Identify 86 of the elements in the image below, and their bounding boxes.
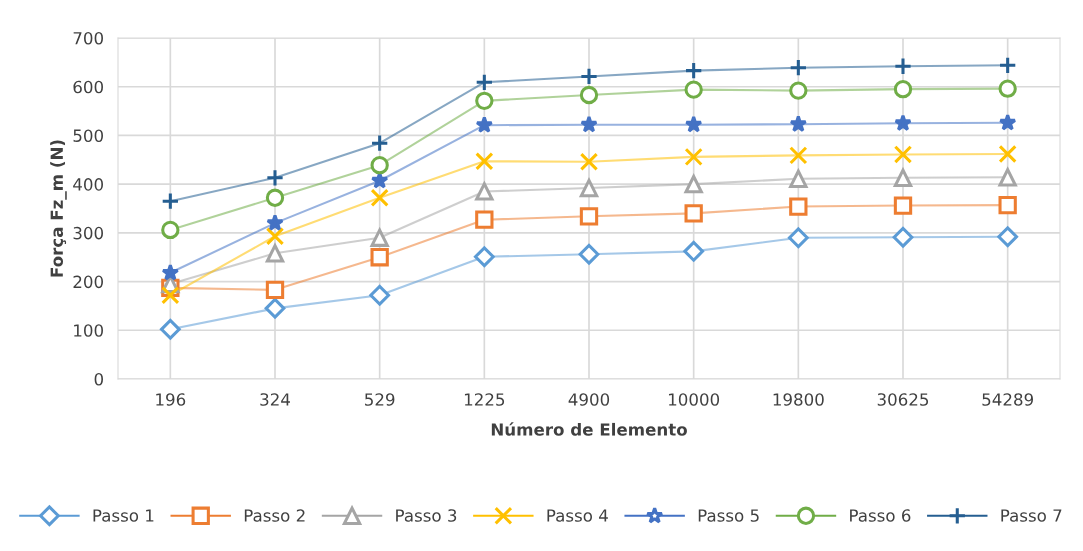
x-axis-title: Número de Elemento [491,422,687,436]
point [579,178,599,198]
y-tick-label: 500 [73,129,103,142]
point [789,169,808,188]
point [370,134,389,153]
point [789,115,808,132]
point [265,168,285,187]
point [684,174,703,194]
point [893,57,913,76]
legend-label: Passo 3 [396,509,457,522]
point [998,195,1017,215]
y-tick-label: 300 [73,226,103,240]
legend-label: Passo 2 [244,509,305,522]
point [998,144,1017,164]
y-tick-label: 600 [73,80,103,94]
point [893,168,913,187]
x-tick-label: 19800 [773,393,824,406]
point [789,58,808,77]
x-tick-label: 196 [156,393,186,406]
y-tick-label: 0 [94,372,103,386]
point [266,213,284,231]
point [893,79,913,99]
point [370,155,389,175]
point [684,147,703,167]
point [475,116,494,133]
y-tick-label: 100 [74,324,103,337]
point [684,115,703,133]
point [369,284,391,306]
x-tick-label: 324 [260,393,290,406]
point [998,168,1017,187]
point [579,85,599,105]
legend-label: Passo 1 [93,509,154,522]
y-tick-label: 400 [73,178,103,191]
legend-label: Passo 7 [1001,509,1062,522]
point [683,241,705,262]
point [265,244,285,263]
legend-label: Passo 6 [850,509,911,522]
point [684,204,703,223]
point [475,182,494,201]
point [475,91,494,111]
point [264,298,286,319]
x-tick-label: 4900 [568,393,610,406]
point [161,286,180,305]
point [579,152,599,171]
point [998,113,1017,131]
point [684,61,703,80]
point [473,246,495,268]
point [893,196,913,215]
x-tick-label: 1225 [464,393,505,406]
point [475,73,494,92]
point [789,146,808,165]
x-tick-label: 10000 [668,393,720,406]
point [892,226,914,248]
point [265,188,285,207]
y-tick-label: 200 [73,275,103,289]
point [579,207,599,226]
point [997,226,1019,248]
x-tick-label: 54289 [982,393,1033,406]
point [370,228,389,247]
point [161,192,180,211]
point [998,79,1017,98]
point [161,220,180,240]
point [370,188,389,207]
y-axis-title: Força Fz_m (N) [50,140,67,277]
point [998,56,1017,75]
x-tick-label: 529 [365,393,395,406]
point [789,81,808,100]
point [789,197,808,216]
point [370,248,389,267]
point [161,263,180,281]
point [159,318,181,340]
point [475,210,494,229]
y-tick-label: 700 [73,31,103,45]
legend-label: Passo 4 [547,509,608,522]
x-tick-label: 30625 [877,393,929,406]
point [684,80,703,99]
point [578,243,600,265]
point [894,114,912,131]
point [787,227,809,249]
point [893,145,913,164]
point [580,115,598,133]
point [265,227,285,246]
point [475,152,494,171]
point [579,67,599,86]
legend-label: Passo 5 [698,509,759,522]
point [265,280,285,300]
